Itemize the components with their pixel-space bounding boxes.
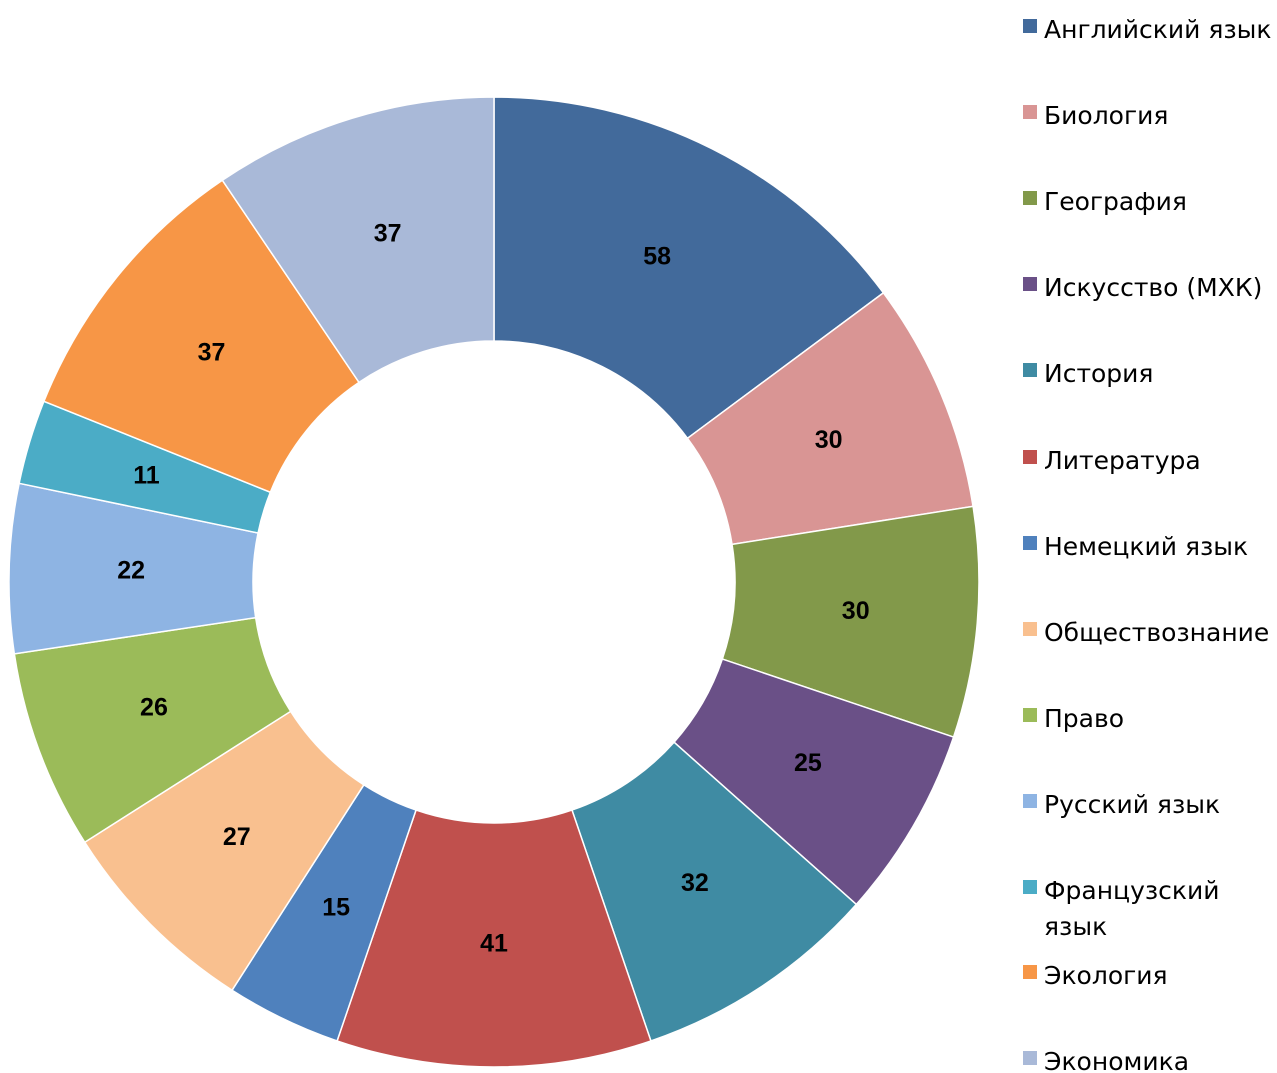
legend-swatch bbox=[1023, 363, 1037, 377]
legend-label: Литература bbox=[1044, 446, 1201, 475]
legend-label: История bbox=[1044, 359, 1154, 388]
legend-item: География bbox=[1023, 184, 1276, 220]
legend-swatch bbox=[1023, 794, 1037, 808]
legend-item: История bbox=[1023, 356, 1276, 392]
legend-swatch bbox=[1023, 450, 1037, 464]
legend-label: Английский язык bbox=[1044, 15, 1272, 44]
data-label: 11 bbox=[133, 462, 160, 490]
legend-swatch bbox=[1023, 708, 1037, 722]
legend-item: Обществознание bbox=[1023, 615, 1276, 651]
data-label: 30 bbox=[815, 426, 843, 454]
data-label: 30 bbox=[842, 597, 870, 625]
legend-label: Биология bbox=[1044, 101, 1169, 130]
legend-item: Экономика bbox=[1023, 1044, 1276, 1073]
data-label: 27 bbox=[223, 823, 251, 851]
legend-label: География bbox=[1044, 187, 1187, 216]
legend-item: Русский язык bbox=[1023, 787, 1276, 823]
legend-item: Немецкий язык bbox=[1023, 529, 1276, 565]
legend-item: Биология bbox=[1023, 98, 1276, 134]
data-label: 32 bbox=[681, 869, 709, 897]
data-label: 58 bbox=[643, 242, 671, 270]
data-label: 22 bbox=[117, 556, 145, 584]
donut-segment bbox=[493, 96, 885, 440]
legend-item: Экология bbox=[1023, 958, 1276, 994]
legend-swatch bbox=[1023, 105, 1037, 119]
donut-segment bbox=[336, 809, 652, 1068]
legend-swatch bbox=[1023, 622, 1037, 636]
legend-swatch bbox=[1023, 19, 1037, 33]
legend-label: Право bbox=[1044, 704, 1125, 733]
data-label: 37 bbox=[198, 339, 226, 367]
legend-label: Немецкий язык bbox=[1044, 532, 1249, 561]
legend-label: Обществознание bbox=[1044, 618, 1270, 647]
legend-item: Право bbox=[1023, 701, 1276, 737]
legend-item: Искусство (МХК) bbox=[1023, 270, 1276, 306]
legend-label: Искусство (МХК) bbox=[1044, 273, 1263, 302]
legend-item: Французский язык bbox=[1023, 873, 1276, 945]
legend-swatch bbox=[1023, 191, 1037, 205]
legend-item: Литература bbox=[1023, 443, 1276, 479]
legend-label: Французский язык bbox=[1044, 876, 1220, 941]
donut: 58 30 30 25 32 41 15 27 26 22 11 37 37 bbox=[8, 96, 980, 1068]
data-label: 26 bbox=[140, 694, 168, 722]
legend-swatch bbox=[1023, 880, 1037, 894]
legend-label: Русский язык bbox=[1044, 790, 1221, 819]
legend-swatch bbox=[1023, 536, 1037, 550]
legend-swatch bbox=[1023, 965, 1037, 979]
data-label: 25 bbox=[794, 749, 822, 777]
legend-label: Экология bbox=[1044, 961, 1168, 990]
legend-swatch bbox=[1023, 1051, 1037, 1065]
legend-swatch bbox=[1023, 277, 1037, 291]
legend-item: Английский язык bbox=[1023, 12, 1276, 48]
donut-segment bbox=[221, 96, 495, 384]
data-label: 41 bbox=[480, 930, 508, 958]
legend-label: Экономика bbox=[1044, 1047, 1190, 1073]
data-label: 37 bbox=[374, 220, 402, 248]
data-label: 15 bbox=[322, 893, 350, 921]
